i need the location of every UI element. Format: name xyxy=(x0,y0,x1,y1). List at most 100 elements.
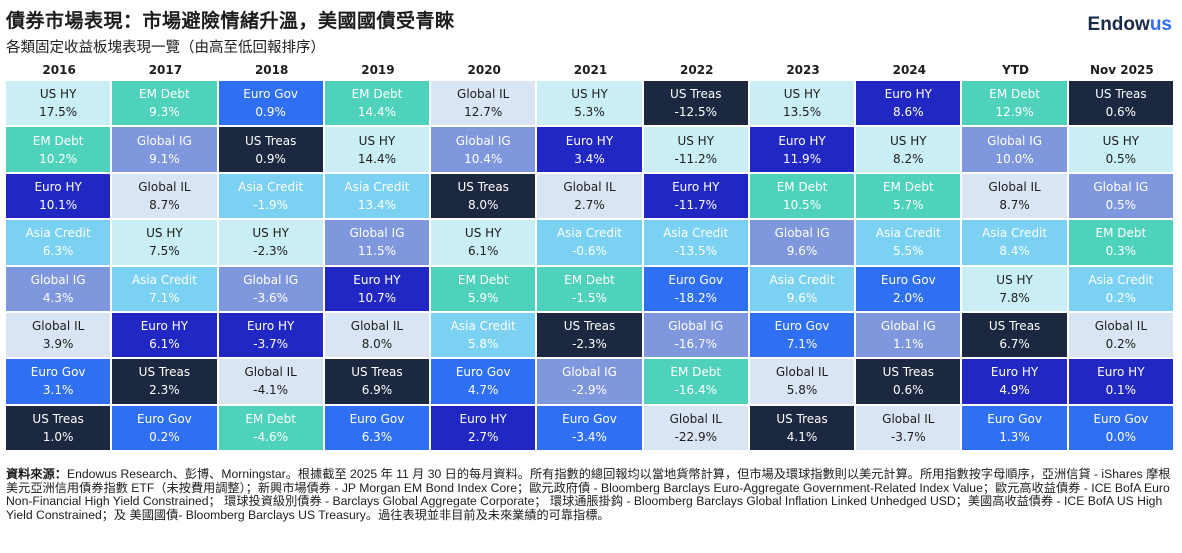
cell-value: 8.7% xyxy=(999,197,1030,212)
cell-label: Global IL xyxy=(882,411,935,426)
cell-label: Euro HY xyxy=(353,272,401,287)
table-cell: US HY 8.2% xyxy=(856,127,963,174)
cell-value: 8.0% xyxy=(361,337,393,352)
table-cell: Euro Gov 2.0% xyxy=(856,266,963,313)
cell-label: US Treas xyxy=(32,411,84,426)
table-cell: US HY 6.1% xyxy=(431,220,538,267)
cell-label: EM Debt xyxy=(139,87,190,102)
cell-label: US HY xyxy=(677,133,715,148)
table-cell: US Treas 6.9% xyxy=(324,359,432,406)
cell-label: Euro HY xyxy=(778,133,826,148)
cell-label: Asia Credit xyxy=(131,272,197,287)
cell-value: 5.9% xyxy=(467,290,499,305)
cell-label: Euro Gov xyxy=(455,365,511,380)
cell-label: US Treas xyxy=(776,411,828,426)
cell-value: -13.5% xyxy=(674,244,717,259)
cell-value: 8.6% xyxy=(893,105,924,120)
logo-accent: us xyxy=(1149,14,1172,35)
table-cell: Asia Credit 7.1% xyxy=(112,266,219,313)
cell-label: Global IL xyxy=(669,411,722,426)
table-cell: Global IL -22.9% xyxy=(643,405,750,452)
table-cell: EM Debt 14.4% xyxy=(324,81,432,128)
cell-value: -22.9% xyxy=(674,429,717,444)
table-cell: Global IL 5.8% xyxy=(749,359,857,406)
table-cell: EM Debt 0.3% xyxy=(1068,220,1175,267)
table-cell: Global IG 9.6% xyxy=(749,220,857,267)
cell-value: 13.4% xyxy=(357,197,396,212)
cell-label: Global IL xyxy=(244,365,297,380)
cell-value: 10.7% xyxy=(357,290,396,305)
table-cell: Global IG 10.4% xyxy=(431,127,538,174)
cell-value: 0.5% xyxy=(1105,197,1137,212)
table-cell: Global IG 1.1% xyxy=(856,312,963,360)
cell-value: 3.4% xyxy=(574,151,605,166)
cell-label: US HY xyxy=(783,87,821,102)
cell-value: 12.7% xyxy=(464,105,503,120)
cell-value: 9.6% xyxy=(786,290,818,305)
column-header-2020: 2020 xyxy=(467,63,501,77)
column-header-2016: 2016 xyxy=(42,63,76,77)
cell-value: -3.7% xyxy=(890,429,926,444)
table-cell: Global IL 8.7% xyxy=(112,173,219,221)
cell-label: Euro Gov xyxy=(987,411,1042,426)
table-cell: Global IG 4.3% xyxy=(6,266,113,313)
table-cell: Euro Gov 6.3% xyxy=(324,405,432,452)
cell-value: 3.9% xyxy=(42,337,74,352)
table-cell: US Treas 2.3% xyxy=(112,359,219,406)
cell-label: US Treas xyxy=(457,179,509,194)
table-cell: Euro HY 0.1% xyxy=(1068,359,1175,406)
cell-value: 0.3% xyxy=(1105,244,1137,259)
table-cell: Euro HY 2.7% xyxy=(431,405,538,452)
table-cell: US Treas 6.7% xyxy=(962,312,1069,360)
cell-label: Asia Credit xyxy=(663,226,729,241)
table-cell: Asia Credit 0.2% xyxy=(1068,266,1175,313)
page-subtitle: 各類固定收益板塊表現一覽（由高至低回報排序） xyxy=(6,40,325,56)
cell-value: 4.3% xyxy=(42,290,74,305)
table-cell: Global IL -3.7% xyxy=(856,405,963,452)
cell-label: EM Debt xyxy=(882,179,934,194)
table-cell: US Treas -12.5% xyxy=(643,81,750,128)
cell-label: Global IG xyxy=(562,365,617,380)
cell-label: Euro HY xyxy=(672,179,720,194)
source-footnote: 資料來源：Endowus Research、彭博、Morningstar。根據截… xyxy=(6,467,1178,522)
cell-label: EM Debt xyxy=(776,179,828,194)
column-header-ytd: YTD xyxy=(1002,63,1029,77)
table-cell: Euro HY -11.7% xyxy=(643,173,750,221)
cell-label: US Treas xyxy=(882,365,935,380)
cell-value: 12.9% xyxy=(995,105,1034,120)
cell-label: Euro Gov xyxy=(349,411,405,426)
table-cell: Euro Gov 3.1% xyxy=(6,359,113,406)
cell-value: -16.7% xyxy=(674,337,717,352)
cell-label: Asia Credit xyxy=(450,319,516,334)
cell-value: 6.1% xyxy=(149,337,180,352)
cell-value: 11.5% xyxy=(357,244,396,259)
cell-value: -11.2% xyxy=(674,151,717,166)
column-header-2019: 2019 xyxy=(361,63,395,77)
cell-value: 7.8% xyxy=(999,290,1030,305)
table-cell: EM Debt -4.6% xyxy=(218,405,325,452)
cell-value: -1.9% xyxy=(253,197,289,212)
cell-label: US Treas xyxy=(244,133,297,148)
cell-value: 4.7% xyxy=(467,383,499,398)
table-cell: Euro HY 3.4% xyxy=(537,127,644,174)
cell-label: Euro Gov xyxy=(137,411,192,426)
table-cell: Euro HY -3.7% xyxy=(218,312,325,360)
cell-value: 6.7% xyxy=(999,337,1030,352)
cell-value: -2.9% xyxy=(572,383,607,398)
cell-label: US Treas xyxy=(988,319,1041,334)
table-cell: Global IL 3.9% xyxy=(6,312,113,360)
cell-label: Euro Gov xyxy=(668,272,724,287)
cell-label: EM Debt xyxy=(989,87,1040,102)
cell-value: 1.0% xyxy=(42,429,74,444)
cell-value: 0.2% xyxy=(149,429,180,444)
cell-value: 0.6% xyxy=(1105,105,1137,120)
table-cell: Global IL 8.0% xyxy=(324,312,432,360)
cell-value: -18.2% xyxy=(674,290,717,305)
cell-label: US HY xyxy=(358,133,396,148)
column-header-2018: 2018 xyxy=(254,63,289,77)
cell-value: -2.3% xyxy=(253,244,289,259)
cell-value: 9.6% xyxy=(786,244,818,259)
footnote-label: 資料來源： xyxy=(6,467,67,481)
cell-label: US HY xyxy=(464,226,502,241)
table-cell: Euro HY 8.6% xyxy=(856,81,963,128)
